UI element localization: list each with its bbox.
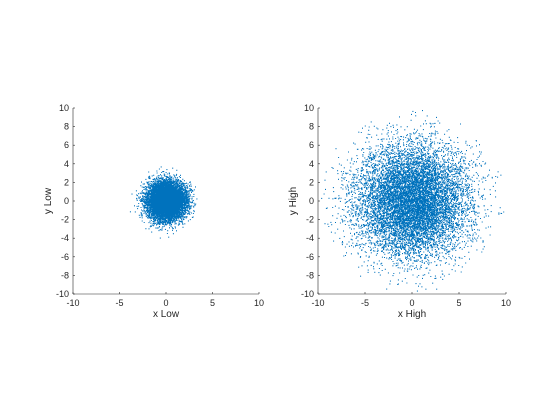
y-tick-label: 4 bbox=[309, 159, 314, 169]
y-tick-label: -10 bbox=[56, 289, 69, 299]
x-tick-label: -10 bbox=[66, 298, 79, 308]
y-tick-label: -6 bbox=[61, 252, 69, 262]
y-tick-label: 6 bbox=[309, 140, 314, 150]
y-tick-label: -8 bbox=[306, 270, 314, 280]
y-tick-label: -4 bbox=[306, 233, 314, 243]
y-tick-label: -8 bbox=[61, 270, 69, 280]
y-tick-label: 10 bbox=[304, 103, 314, 113]
axes-low: -10 -5 0 5 10 10 8 6 4 2 0 -2 -4 -6 -8 -10 bbox=[56, 103, 264, 308]
scatter-points-high bbox=[321, 110, 505, 292]
x-tick-label: 10 bbox=[254, 298, 264, 308]
y-tick-label: -10 bbox=[301, 289, 314, 299]
x-tick-label: 0 bbox=[409, 298, 414, 308]
scatter-points-low bbox=[129, 166, 198, 239]
y-tick-label: -2 bbox=[61, 215, 69, 225]
y-axis-label-high: y High bbox=[288, 187, 299, 215]
y-tick-label: 10 bbox=[59, 103, 69, 113]
x-tick-label: -10 bbox=[311, 298, 324, 308]
y-tick-label: 6 bbox=[64, 140, 69, 150]
x-axis-label-high: x High bbox=[398, 309, 426, 320]
scatter-points bbox=[321, 110, 505, 292]
x-axis-label-low: x Low bbox=[153, 309, 180, 320]
scatter-plot-high: -10 -5 0 5 10 10 8 6 4 2 0 -2 -4 -6 -8 -10 x High y Hig… bbox=[288, 103, 511, 320]
y-tick-label: 0 bbox=[64, 196, 69, 206]
y-tick-label: -4 bbox=[61, 233, 69, 243]
y-axis-label-low: y Low bbox=[43, 187, 54, 214]
y-tick-label: 8 bbox=[309, 122, 314, 132]
scatter-plot-low: -10 -5 0 5 10 10 8 6 4 2 0 -2 -4 -6 -8 -10 x Low y Low bbox=[43, 103, 264, 320]
x-tick-label: 0 bbox=[163, 298, 168, 308]
x-tick-label: -5 bbox=[361, 298, 369, 308]
scatter-points bbox=[129, 166, 198, 239]
x-tick-label: 5 bbox=[456, 298, 461, 308]
y-tick-label: 2 bbox=[309, 177, 314, 187]
x-tick-label: 10 bbox=[501, 298, 511, 308]
y-tick-label: 4 bbox=[64, 159, 69, 169]
y-tick-label: 0 bbox=[309, 196, 314, 206]
axes-high: -10 -5 0 5 10 10 8 6 4 2 0 -2 -4 -6 -8 -10 bbox=[301, 103, 511, 308]
y-tick-label: -2 bbox=[306, 215, 314, 225]
y-tick-label: 2 bbox=[64, 177, 69, 187]
x-tick-label: -5 bbox=[115, 298, 123, 308]
x-tick-label: 5 bbox=[210, 298, 215, 308]
y-tick-label: -6 bbox=[306, 252, 314, 262]
y-tick-label: 8 bbox=[64, 122, 69, 132]
